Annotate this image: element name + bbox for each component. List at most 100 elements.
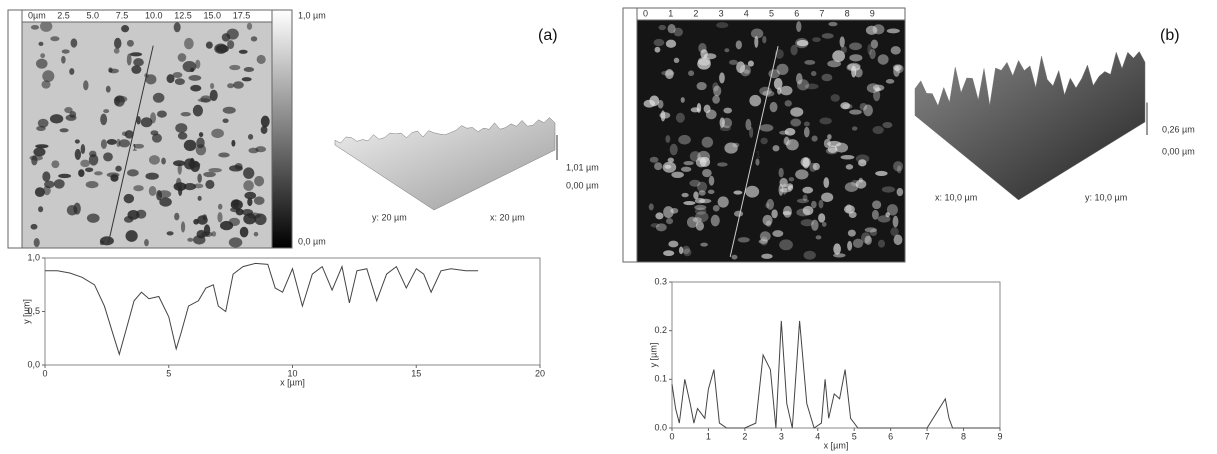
y-size-label: y: 10,0 µm (1085, 192, 1127, 202)
grain (61, 49, 70, 54)
grain (847, 229, 856, 237)
grain (197, 195, 202, 201)
ruler-label: 7.5 (116, 10, 129, 20)
grain (796, 21, 802, 33)
grain (877, 54, 889, 65)
grain (796, 198, 809, 204)
grain (650, 223, 660, 228)
grain (682, 245, 691, 255)
grain (872, 200, 882, 210)
grain (796, 79, 810, 91)
grain (812, 37, 821, 43)
grain (121, 25, 130, 33)
grain (779, 239, 793, 251)
grain (694, 204, 707, 210)
grain (701, 136, 714, 148)
grain (180, 221, 186, 233)
grain (231, 139, 236, 147)
grain (760, 236, 769, 246)
grain (840, 102, 850, 110)
grain (759, 124, 774, 132)
grain (716, 22, 729, 29)
grain (195, 59, 201, 69)
grain (86, 213, 100, 223)
grain (655, 223, 667, 232)
grain (881, 186, 896, 193)
grain (760, 137, 768, 145)
grain (719, 72, 725, 84)
grain (205, 41, 213, 49)
grain (800, 157, 811, 167)
grain (189, 157, 195, 170)
grain (103, 152, 113, 162)
grain (663, 206, 674, 219)
grain (778, 167, 784, 178)
grain (851, 179, 860, 187)
grain (680, 166, 692, 172)
grain (717, 196, 729, 208)
grain (692, 217, 702, 223)
grain (678, 134, 691, 145)
grain (662, 161, 677, 173)
grain (700, 242, 708, 247)
ruler-label: 5 (769, 8, 774, 18)
grain (103, 109, 110, 114)
grain (116, 138, 121, 148)
grain (208, 168, 222, 173)
grain (833, 243, 841, 255)
grain (743, 69, 750, 74)
x-tick-label: 9 (997, 431, 1002, 441)
x-tick-label: 4 (815, 431, 820, 441)
grain (872, 24, 885, 35)
grain (840, 45, 847, 54)
grain (735, 40, 742, 50)
grain (243, 66, 255, 73)
ruler-label: 12.5 (174, 10, 192, 20)
grain (42, 171, 51, 182)
grain (113, 47, 120, 54)
grain (869, 48, 876, 60)
grain (830, 94, 840, 102)
grain (177, 163, 182, 175)
grain (854, 67, 863, 78)
grain (145, 74, 157, 85)
profile-line (45, 262, 479, 357)
grain (50, 36, 60, 42)
grain (148, 186, 157, 197)
grain (35, 144, 49, 149)
grain (144, 238, 149, 247)
grain (869, 228, 878, 237)
grain (846, 63, 861, 72)
grain (669, 143, 678, 156)
grain (821, 73, 833, 82)
grain (113, 96, 120, 106)
x-tick-label: 5 (852, 431, 857, 441)
grain (114, 37, 122, 49)
grain (80, 143, 86, 155)
y-axis-title: y [µm] (648, 343, 658, 368)
grain (683, 200, 696, 206)
grain (173, 160, 186, 167)
grain (712, 95, 720, 104)
grain (772, 230, 784, 238)
grain (124, 130, 134, 139)
grain (689, 179, 701, 187)
grain (663, 250, 675, 257)
grain (796, 39, 809, 47)
x-tick-label: 0 (669, 431, 674, 441)
grain (845, 164, 854, 170)
grain (733, 190, 743, 195)
grain (696, 181, 708, 193)
grain (657, 99, 664, 109)
grain (823, 177, 830, 189)
x-tick-label: 6 (888, 431, 893, 441)
grain (827, 60, 842, 68)
grain (776, 63, 789, 76)
grain (136, 116, 141, 125)
grain (754, 35, 759, 48)
grain (33, 147, 46, 157)
x-tick-label: 2 (742, 431, 747, 441)
grain (227, 40, 235, 50)
grain (80, 159, 90, 168)
grain (238, 49, 248, 54)
